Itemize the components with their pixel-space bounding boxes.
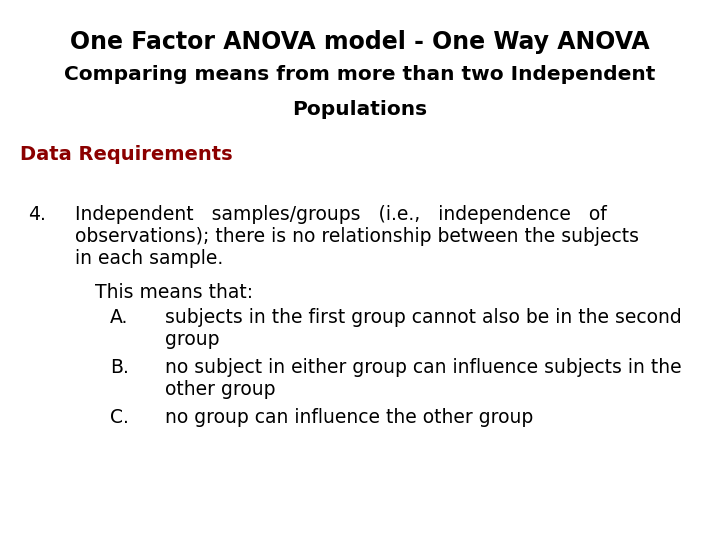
Text: This means that:: This means that:	[95, 283, 253, 302]
Text: no group can influence the other group: no group can influence the other group	[165, 408, 534, 427]
Text: Comparing means from more than two Independent: Comparing means from more than two Indep…	[64, 65, 656, 84]
Text: observations); there is no relationship between the subjects: observations); there is no relationship …	[75, 227, 639, 246]
Text: Independent   samples/groups   (i.e.,   independence   of: Independent samples/groups (i.e., indepe…	[75, 205, 607, 224]
Text: no subject in either group can influence subjects in the: no subject in either group can influence…	[165, 358, 682, 377]
Text: C.: C.	[110, 408, 129, 427]
Text: subjects in the first group cannot also be in the second: subjects in the first group cannot also …	[165, 308, 682, 327]
Text: other group: other group	[165, 380, 276, 399]
Text: group: group	[165, 330, 220, 349]
Text: 4.: 4.	[28, 205, 46, 224]
Text: Populations: Populations	[292, 100, 428, 119]
Text: Data Requirements: Data Requirements	[20, 145, 233, 164]
Text: B.: B.	[110, 358, 129, 377]
Text: One Factor ANOVA model - One Way ANOVA: One Factor ANOVA model - One Way ANOVA	[70, 30, 650, 54]
Text: A.: A.	[110, 308, 128, 327]
Text: in each sample.: in each sample.	[75, 249, 223, 268]
